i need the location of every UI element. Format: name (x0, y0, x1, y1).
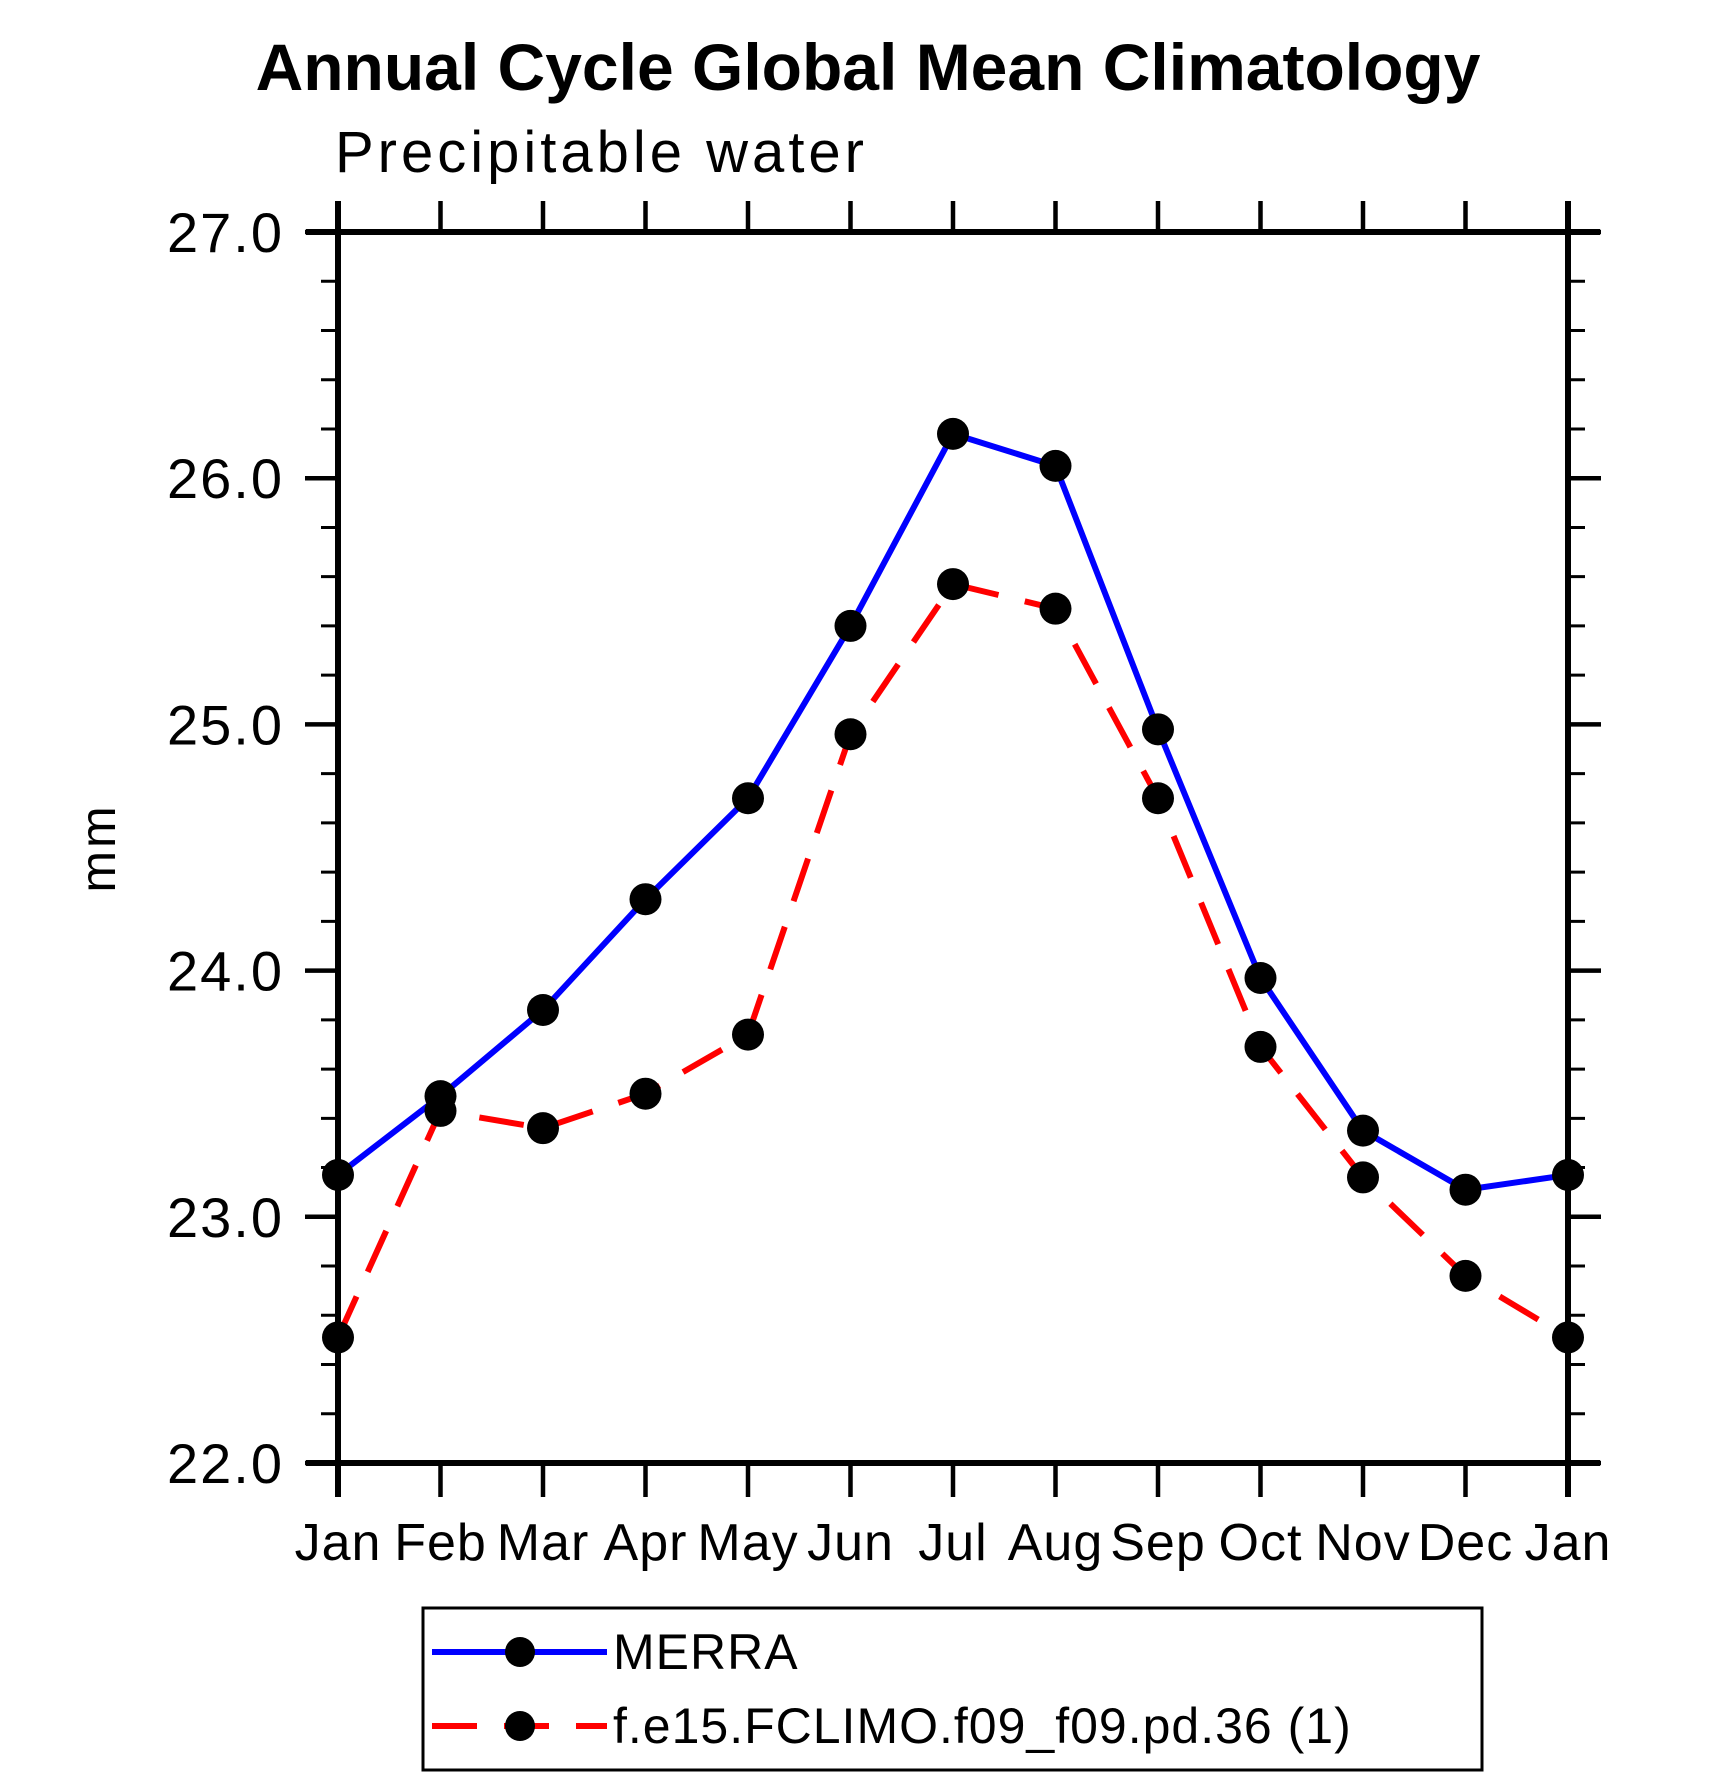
data-point-marker (1449, 1173, 1482, 1206)
y-tick-label: 22.0 (167, 1432, 284, 1495)
series-group (322, 417, 1584, 1354)
legend-label-model: f.e15.FCLIMO.f09_f09.pd.36 (1) (613, 1698, 1352, 1754)
data-point-marker (1347, 1114, 1379, 1147)
y-tick-label: 26.0 (167, 447, 284, 510)
data-point-marker (1244, 961, 1277, 994)
legend: MERRA f.e15.FCLIMO.f09_f09.pd.36 (1) (421, 1606, 1484, 1772)
x-tick-label: Nov (1315, 1514, 1410, 1572)
data-point-marker (629, 1077, 662, 1110)
axes-group: Jan Feb Mar Apr May Jun Jul Aug Sep Oct Nov Dec Jan2… (167, 201, 1612, 1572)
data-point-marker (1039, 592, 1072, 625)
x-tick-label: Aug (1008, 1514, 1104, 1572)
data-point-marker (732, 1018, 764, 1051)
x-tick-label: Apr (604, 1514, 688, 1572)
data-point-marker (322, 1321, 354, 1354)
y-tick-label: 25.0 (167, 693, 284, 756)
chart-title: Annual Cycle Global Mean Climatology (256, 30, 1481, 104)
x-tick-label: Dec (1418, 1514, 1513, 1572)
x-tick-label: Sep (1110, 1514, 1206, 1572)
series-line-merra (336, 430, 1569, 1193)
data-point-marker (527, 1112, 559, 1145)
legend-sample-marker (505, 1711, 535, 1741)
x-tick-label: Jun (807, 1514, 894, 1572)
y-axis-label: mm (70, 803, 126, 892)
legend-samples (432, 1637, 607, 1741)
x-tick-label: May (697, 1514, 798, 1572)
y-tick-label: 23.0 (167, 1186, 284, 1249)
x-tick-label: Jan (295, 1514, 382, 1572)
data-point-marker (424, 1094, 457, 1127)
data-point-marker (527, 993, 559, 1026)
series-line-model (335, 580, 1570, 1341)
data-point-marker (1449, 1259, 1482, 1292)
y-tick-label: 24.0 (167, 940, 284, 1003)
data-point-marker (1347, 1161, 1379, 1194)
x-tick-label: Feb (394, 1514, 487, 1572)
x-tick-label: Mar (497, 1514, 590, 1572)
x-tick-label: Oct (1219, 1514, 1303, 1572)
legend-sample-marker (505, 1637, 535, 1667)
data-point-marker (1552, 1321, 1584, 1354)
data-point-marker (834, 718, 867, 751)
data-point-marker (1142, 782, 1174, 815)
data-point-marker (629, 883, 662, 916)
data-point-marker (1244, 1030, 1277, 1063)
data-point-marker (937, 568, 969, 601)
data-point-marker (732, 782, 764, 815)
x-tick-label: Jan (1525, 1514, 1612, 1572)
data-point-marker (1039, 449, 1072, 482)
data-point-marker (1142, 713, 1174, 746)
axis-frame (306, 201, 1600, 1497)
data-point-marker (834, 609, 867, 642)
data-point-marker (1552, 1158, 1584, 1191)
data-point-marker (322, 1158, 354, 1191)
y-tick-label: 27.0 (167, 201, 284, 264)
legend-box (421, 1606, 1484, 1772)
data-point-marker (937, 417, 969, 450)
legend-label-merra: MERRA (613, 1624, 799, 1680)
x-tick-label: Jul (918, 1514, 987, 1572)
chart-subtitle: Precipitable water (335, 120, 868, 185)
